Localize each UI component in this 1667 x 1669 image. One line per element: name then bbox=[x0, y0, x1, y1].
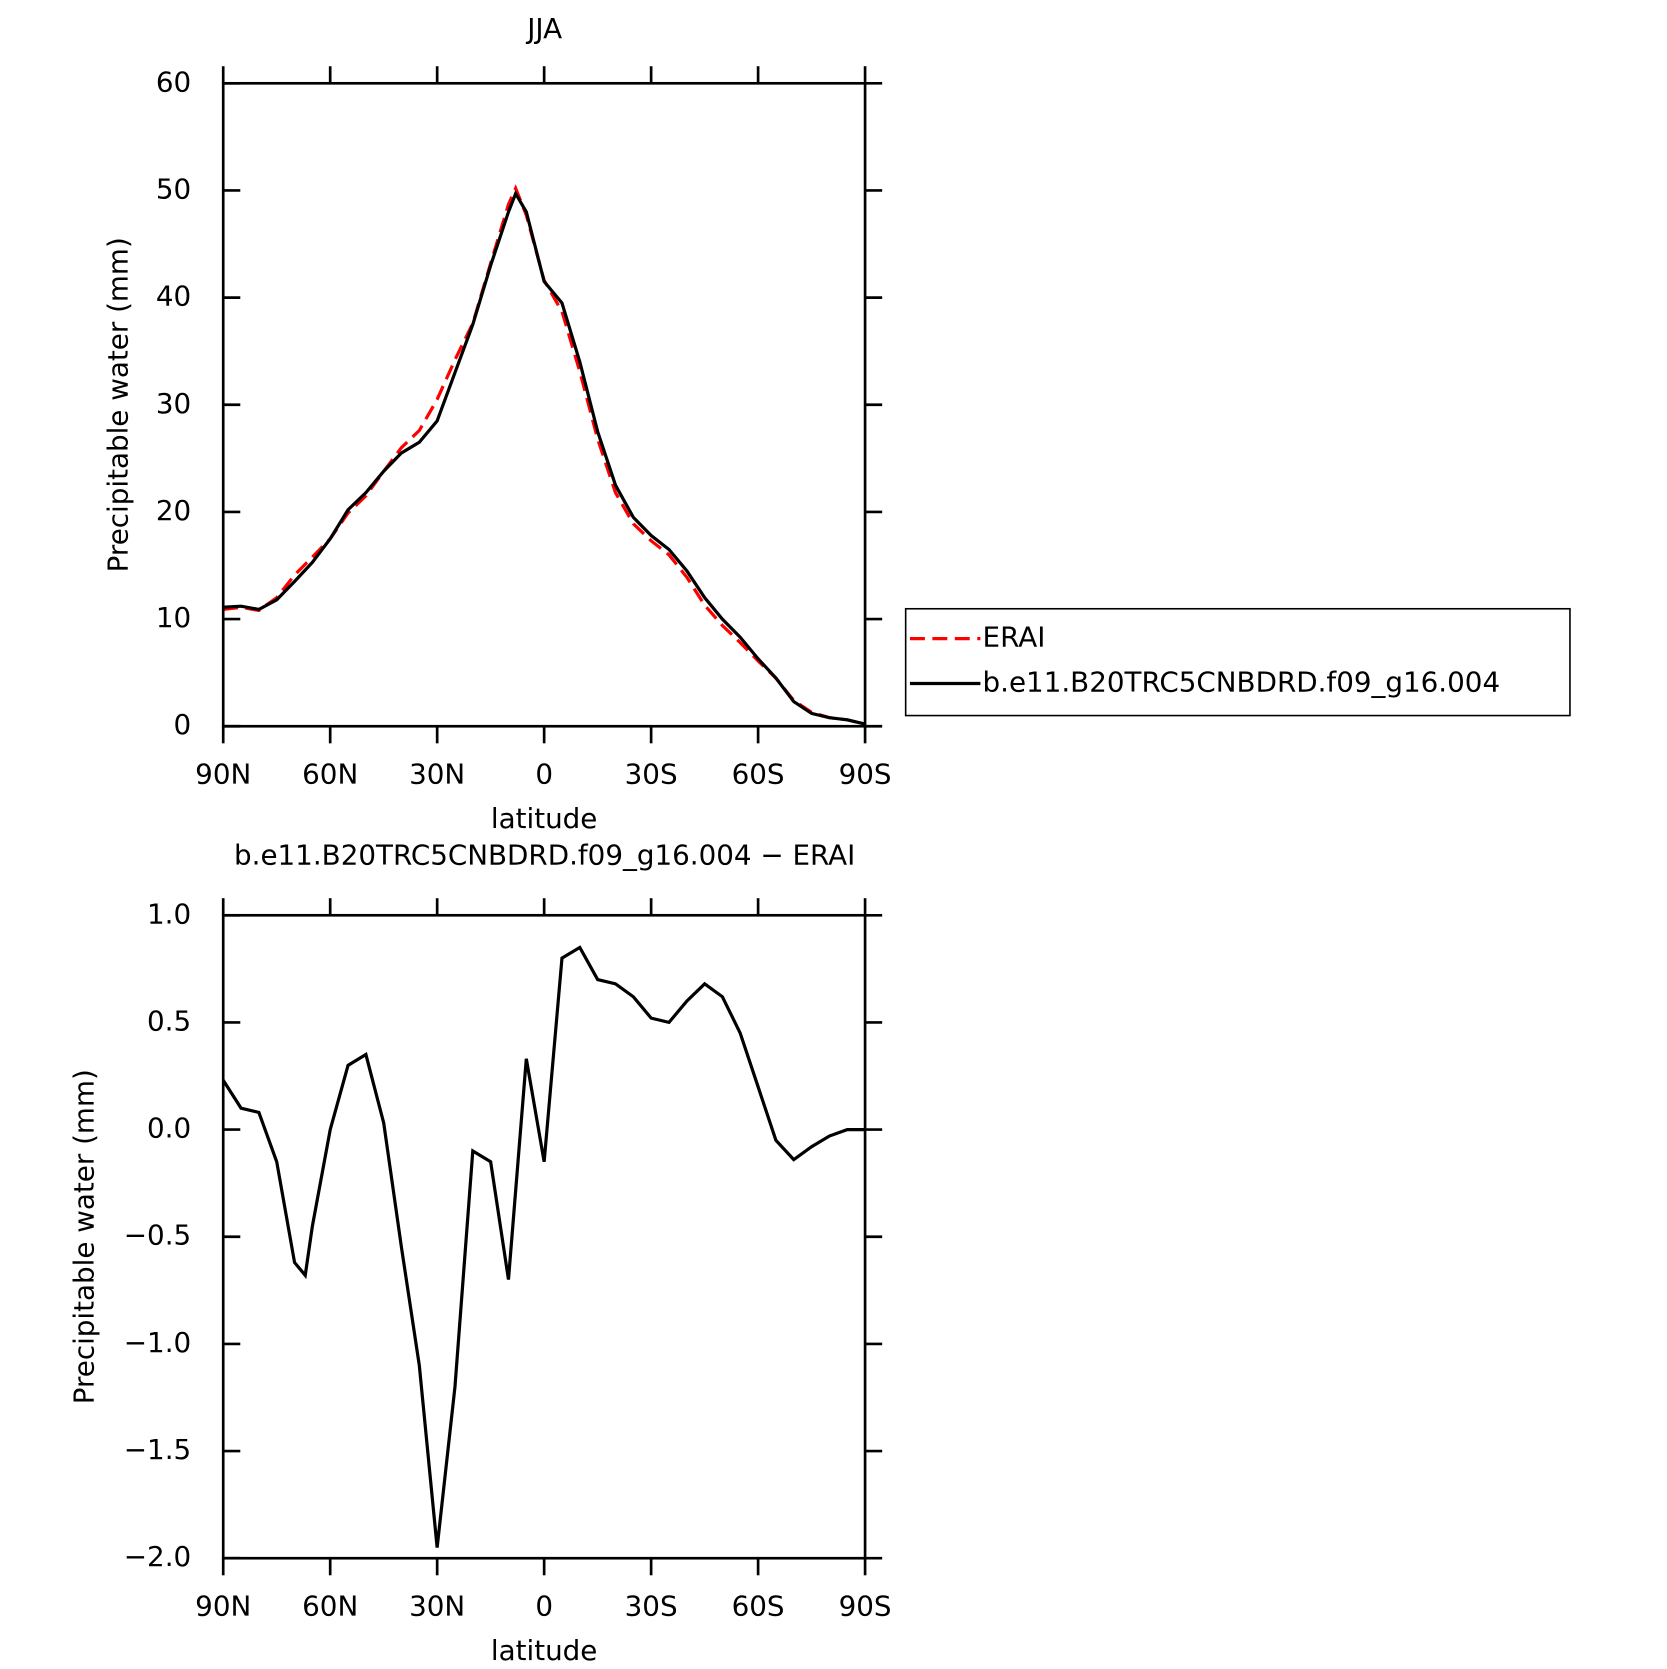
y-tick-label: 60 bbox=[156, 65, 191, 98]
plot-frame bbox=[221, 81, 867, 728]
x-axis-label: latitude bbox=[491, 1634, 597, 1667]
x-tick-label: 60S bbox=[732, 1589, 785, 1622]
legend-box bbox=[904, 607, 1571, 717]
y-tick-label: 10 bbox=[156, 601, 191, 634]
y-axis-label: Precipitable water (mm) bbox=[67, 1069, 100, 1404]
chart-title: b.e11.B20TRC5CNBDRD.f09_g16.004 − ERAI bbox=[234, 839, 855, 872]
x-tick-label: 90N bbox=[195, 757, 251, 790]
data-line bbox=[223, 184, 866, 726]
x-tick-label: 0 bbox=[535, 1589, 553, 1622]
y-axis-label: Precipitable water (mm) bbox=[102, 237, 135, 572]
legend-label: ERAI bbox=[983, 621, 1046, 654]
y-tick-label: 50 bbox=[156, 172, 191, 205]
plot-frame bbox=[221, 913, 867, 1560]
x-tick-label: 60S bbox=[732, 757, 785, 790]
data-line bbox=[223, 189, 866, 726]
x-tick-label: 30S bbox=[625, 757, 678, 790]
x-tick-label: 90S bbox=[839, 1589, 892, 1622]
x-tick-label: 0 bbox=[535, 757, 553, 790]
data-line bbox=[221, 945, 866, 1548]
y-tick-label: 30 bbox=[156, 387, 191, 420]
legend-label: b.e11.B20TRC5CNBDRD.f09_g16.004 bbox=[983, 666, 1501, 699]
y-tick-label: 0.0 bbox=[147, 1112, 191, 1145]
x-tick-label: 90N bbox=[195, 1589, 251, 1622]
y-tick-label: −2.0 bbox=[124, 1540, 191, 1573]
x-tick-label: 60N bbox=[302, 757, 358, 790]
x-tick-label: 30N bbox=[409, 757, 465, 790]
x-tick-label: 90S bbox=[839, 757, 892, 790]
x-axis-label: latitude bbox=[491, 802, 597, 835]
y-tick-label: 20 bbox=[156, 494, 191, 527]
x-tick-label: 30N bbox=[409, 1589, 465, 1622]
y-tick-label: 0.5 bbox=[147, 1004, 191, 1037]
y-tick-label: −1.5 bbox=[124, 1433, 191, 1466]
y-tick-label: 0 bbox=[174, 708, 192, 741]
x-tick-label: 60N bbox=[302, 1589, 358, 1622]
y-tick-label: 40 bbox=[156, 280, 191, 313]
y-tick-label: −1.0 bbox=[124, 1326, 191, 1359]
y-tick-label: 1.0 bbox=[147, 897, 191, 930]
x-tick-label: 30S bbox=[625, 1589, 678, 1622]
chart-title: JJA bbox=[525, 12, 562, 45]
y-tick-label: −0.5 bbox=[124, 1219, 191, 1252]
